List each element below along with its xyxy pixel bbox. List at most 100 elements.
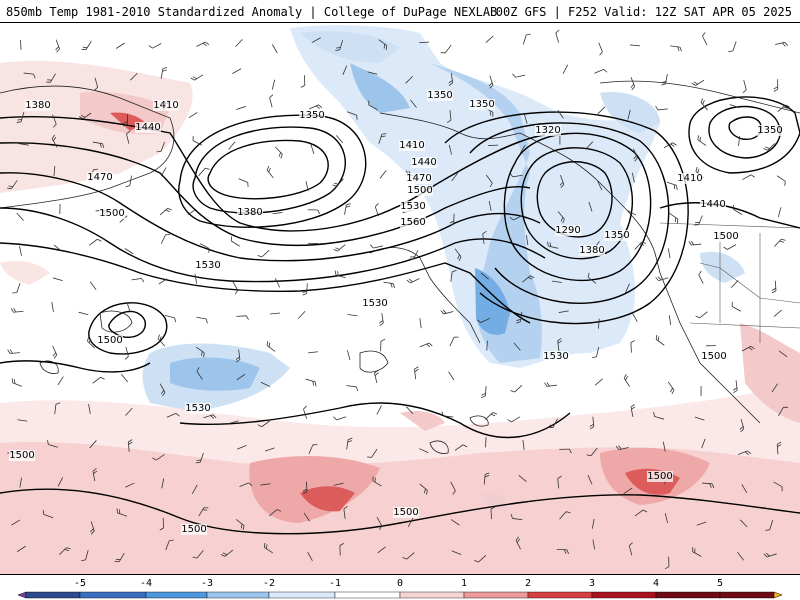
wind-barb — [57, 376, 64, 386]
wind-barb — [670, 45, 682, 52]
wind-barb — [588, 201, 593, 212]
wind-barbs — [7, 29, 790, 570]
wind-barb — [524, 114, 528, 124]
wind-barb — [490, 506, 496, 520]
wind-barb — [309, 104, 323, 110]
wind-barb — [626, 209, 637, 216]
contour-label: 1470 — [87, 172, 112, 183]
wind-barb — [449, 213, 455, 226]
wind-barb — [485, 35, 494, 43]
contour-label: 1500 — [9, 450, 34, 461]
wind-barb — [731, 301, 742, 312]
wind-barb — [730, 280, 739, 289]
contour-label: 1500 — [701, 351, 726, 362]
contour-label: 1530 — [195, 260, 220, 271]
wind-barb — [374, 369, 379, 383]
wind-barb — [634, 509, 648, 517]
wind-barb — [557, 211, 565, 224]
wind-barb — [347, 350, 351, 361]
wind-barb — [380, 338, 386, 352]
wind-barb — [407, 517, 414, 527]
wind-barb — [378, 133, 387, 144]
colorbar-tick-label: 2 — [525, 578, 531, 589]
wind-barb — [450, 270, 457, 282]
wind-barb — [694, 215, 703, 226]
wind-barb — [264, 447, 275, 452]
contour-label: 1380 — [579, 245, 604, 256]
contour-label: 1500 — [407, 185, 432, 196]
contour-label: 1440 — [700, 199, 725, 210]
wind-barb — [148, 43, 162, 49]
wind-barb — [615, 445, 629, 451]
wind-barb — [127, 439, 133, 452]
wind-barb — [448, 73, 454, 86]
wind-barb — [94, 77, 99, 91]
wind-barb — [51, 134, 58, 148]
wind-barb — [45, 73, 56, 83]
wind-barb — [344, 203, 351, 215]
wind-barb — [78, 112, 92, 120]
wind-barb — [19, 245, 22, 256]
wind-barb — [778, 350, 788, 358]
wind-barb — [664, 556, 670, 570]
wind-barb — [406, 278, 420, 284]
wind-barb — [776, 441, 782, 455]
wind-barb — [440, 44, 452, 54]
wind-barb — [594, 68, 608, 74]
wind-barb — [669, 213, 679, 224]
wind-barb — [346, 437, 353, 450]
wind-barb — [47, 439, 58, 448]
wind-barb — [765, 520, 774, 531]
wind-barb — [7, 349, 20, 354]
wind-barb — [237, 444, 247, 450]
wind-barb — [419, 483, 428, 495]
wind-barb — [632, 148, 638, 162]
wind-barb — [592, 539, 596, 550]
wind-barb — [378, 39, 388, 51]
wind-barb — [732, 380, 738, 394]
wind-barb — [510, 384, 523, 393]
wind-barb — [513, 342, 521, 351]
wind-barb — [773, 79, 779, 92]
wind-barb — [485, 174, 493, 188]
wind-barb — [188, 112, 198, 119]
wind-barb — [269, 312, 280, 315]
wind-barb — [448, 144, 452, 155]
wind-barb — [269, 94, 274, 108]
wind-barb — [160, 234, 171, 244]
wind-barb — [59, 547, 71, 555]
wind-barb — [701, 438, 706, 449]
colorbar-bin — [527, 591, 593, 599]
wind-barb — [156, 141, 165, 153]
wind-barb — [126, 302, 131, 312]
wind-barb — [347, 314, 358, 317]
contour-label: 1440 — [135, 122, 160, 133]
wind-barb — [548, 418, 558, 428]
wind-barb — [696, 521, 707, 526]
wind-barb — [367, 71, 378, 75]
wind-barb — [591, 518, 595, 529]
colorbar-bin — [655, 591, 721, 599]
wind-barb — [20, 39, 22, 50]
contour-label: 1500 — [181, 524, 206, 535]
colorbar-bin — [591, 591, 657, 599]
wind-barb — [509, 215, 523, 221]
wind-barb — [667, 248, 671, 259]
wind-barb — [303, 405, 308, 419]
wind-barb — [551, 280, 562, 283]
contour-label: 1500 — [647, 471, 672, 482]
wind-barb — [510, 514, 523, 521]
wind-barb — [52, 114, 57, 128]
wind-barb — [125, 407, 133, 416]
contour-labels: 1380 141014401470150013501380135013501410… — [9, 90, 783, 535]
wind-barb — [410, 99, 417, 108]
weather-map: 1380 1410 1440 1470 1500 1350 1380 1350 1350 1410… — [0, 22, 800, 575]
wind-barb — [739, 419, 745, 433]
wind-barb — [310, 144, 315, 155]
wind-barb — [11, 378, 23, 387]
wind-barb — [305, 378, 317, 387]
colorbar-tick-label: -2 — [263, 578, 275, 589]
wind-barb — [742, 174, 756, 180]
contour-label: 1530 — [185, 403, 210, 414]
wind-barb — [196, 41, 210, 47]
